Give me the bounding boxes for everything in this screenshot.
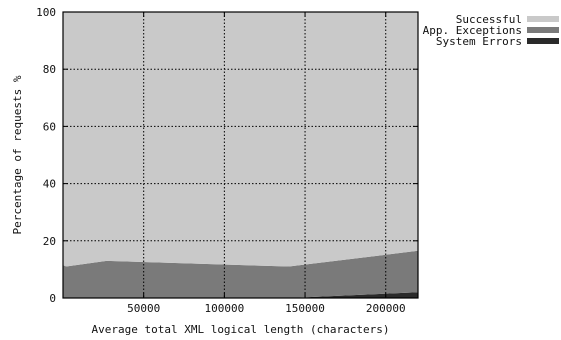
y-tick-label: 20 xyxy=(43,235,56,248)
legend-swatch-successful xyxy=(527,16,559,22)
legend-label-successful: Successful xyxy=(456,13,522,26)
area-successful xyxy=(63,12,418,267)
y-tick-label: 80 xyxy=(43,63,56,76)
x-tick-label: 50000 xyxy=(127,302,160,315)
y-axis-title: Percentage of requests % xyxy=(11,75,24,234)
axis-ticks: 50000 100000 150000 200000 0 20 40 60 80 100 xyxy=(36,6,418,315)
y-tick-label: 0 xyxy=(49,292,56,305)
plot-frame xyxy=(62,11,419,299)
x-tick-label: 200000 xyxy=(366,302,406,315)
legend-swatch-system-errors xyxy=(527,38,559,44)
x-tick-label: 100000 xyxy=(204,302,244,315)
legend-label-app-exceptions: App. Exceptions xyxy=(423,24,522,37)
legend-swatch-app-exceptions xyxy=(527,27,559,33)
area-layers xyxy=(63,12,418,298)
y-tick-label: 100 xyxy=(36,6,56,19)
area-app-exceptions xyxy=(63,250,418,298)
y-tick-label: 40 xyxy=(43,178,56,191)
x-axis-title: Average total XML logical length (charac… xyxy=(91,323,389,336)
y-tick-label: 60 xyxy=(43,120,56,133)
grid-lines xyxy=(63,12,418,298)
legend-label-system-errors: System Errors xyxy=(436,35,522,48)
x-tick-label: 150000 xyxy=(285,302,325,315)
area-system-errors xyxy=(63,292,418,298)
